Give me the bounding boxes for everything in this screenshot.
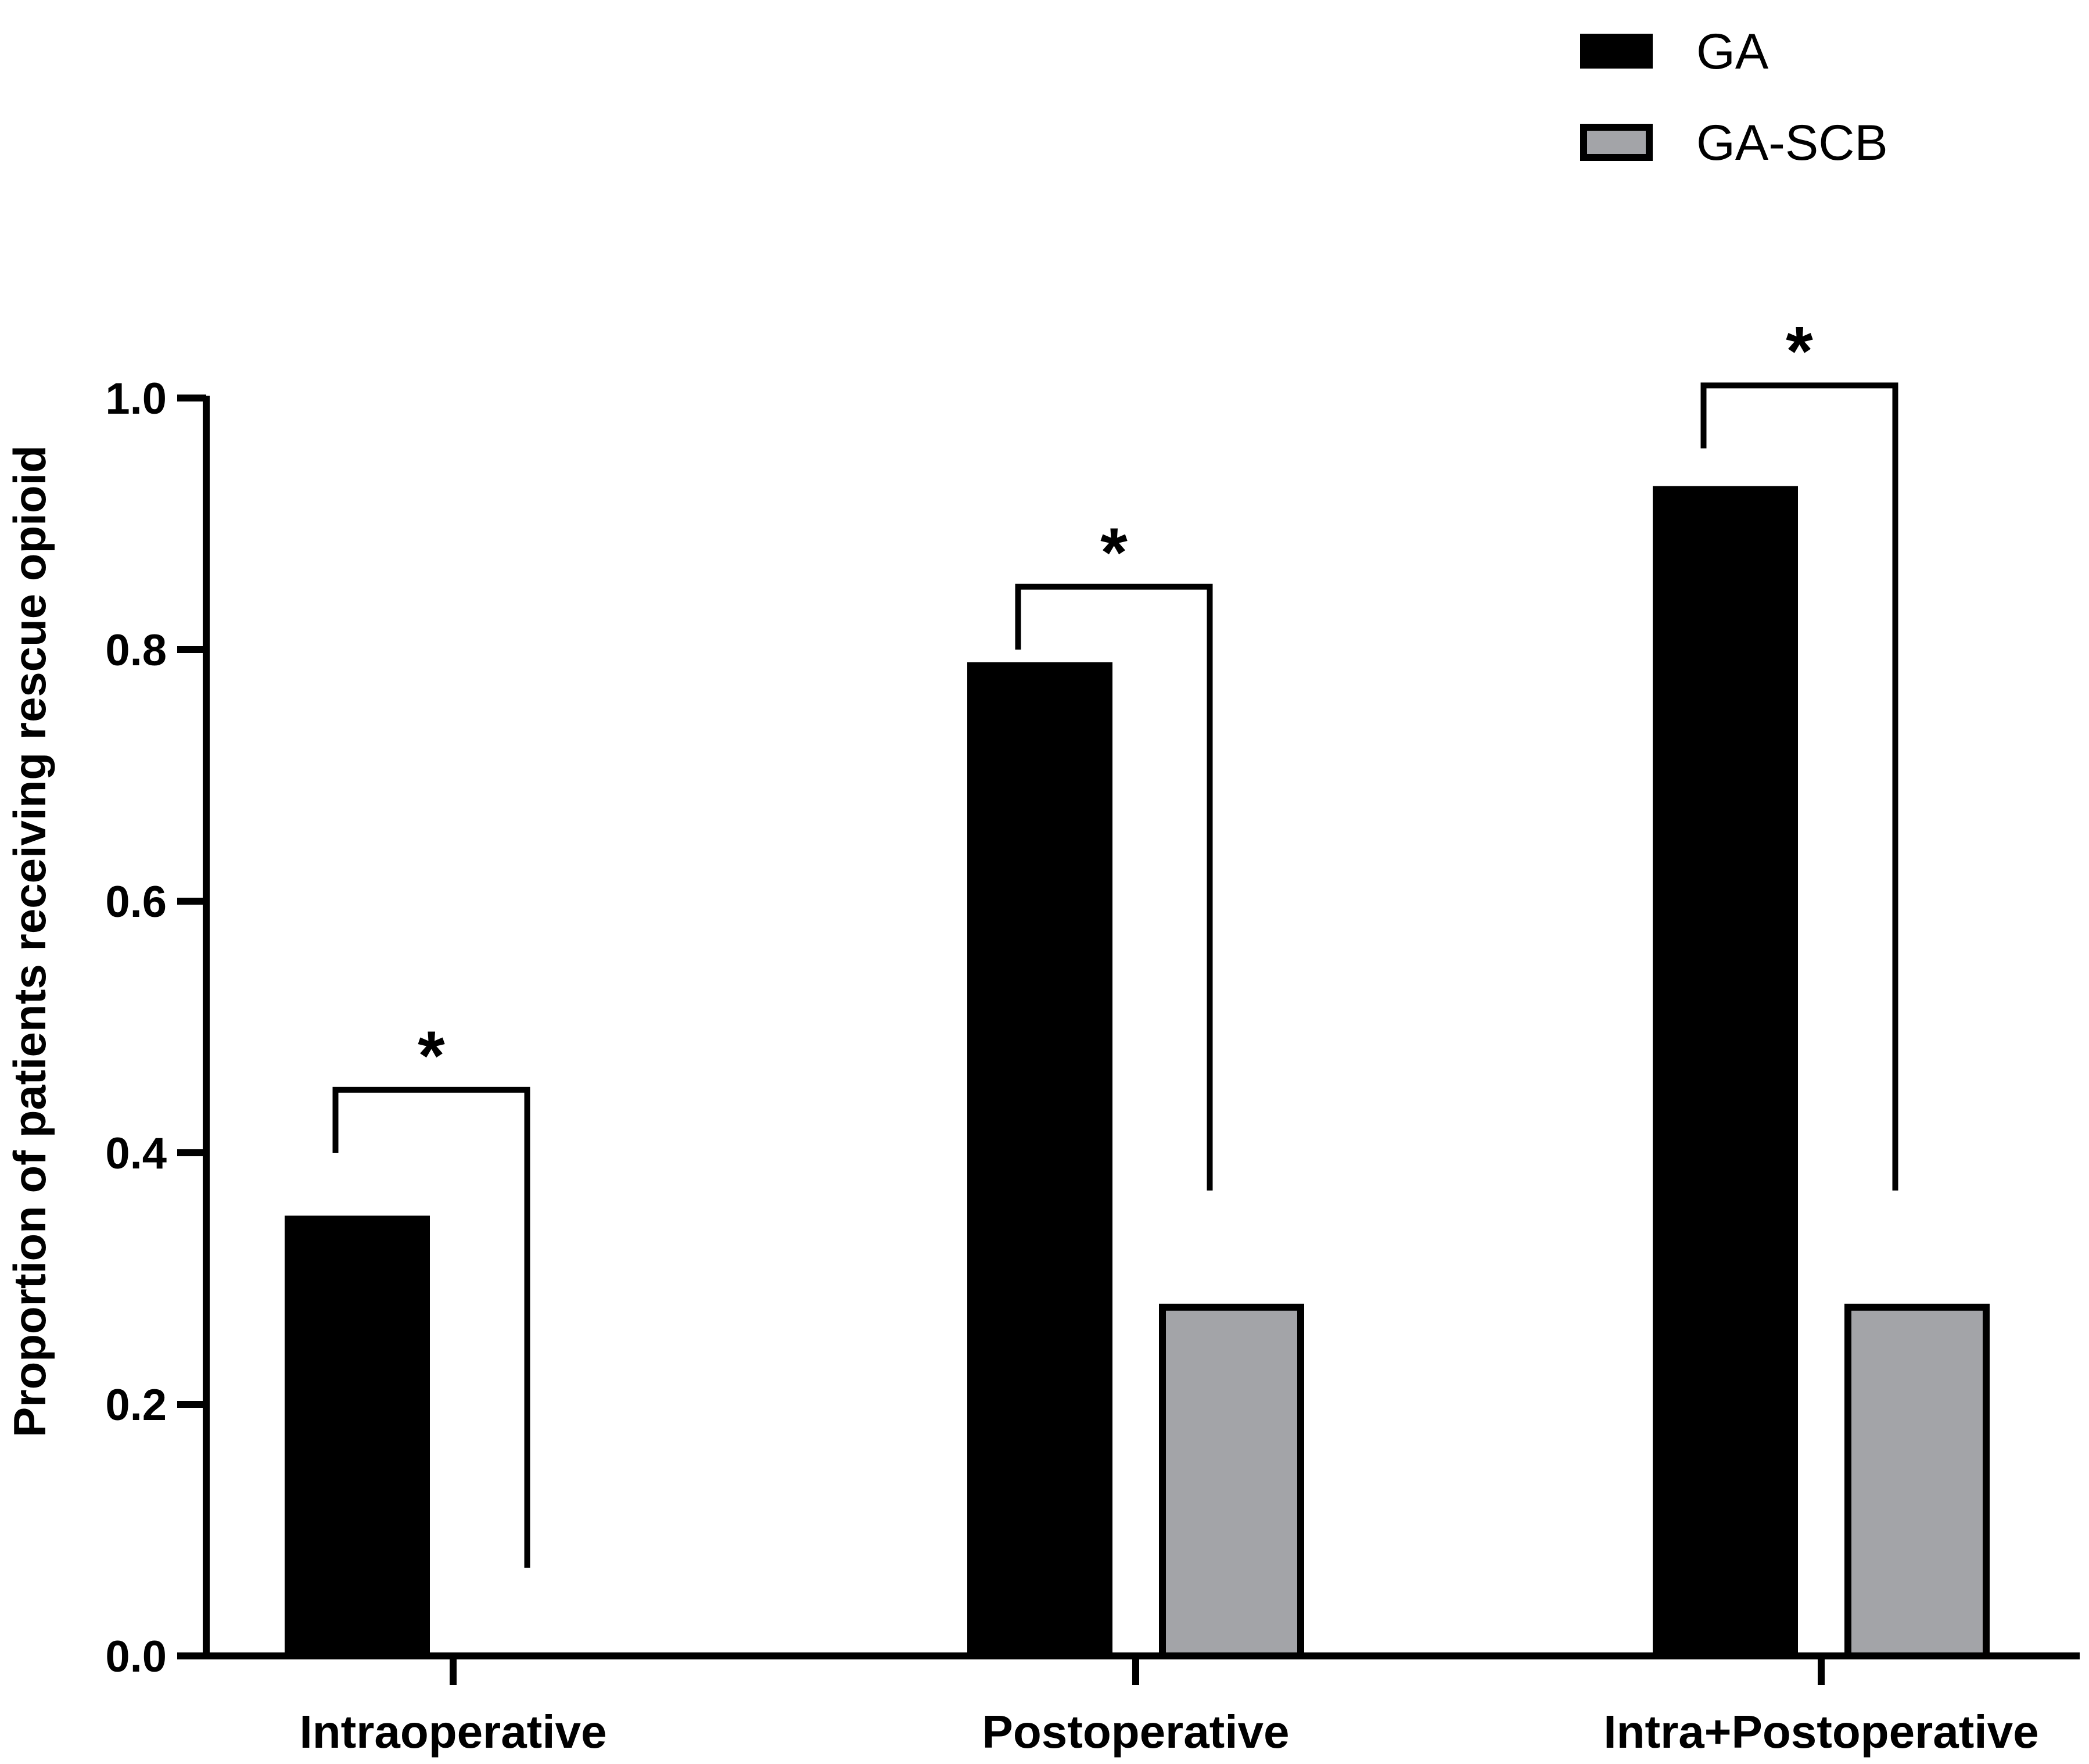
y-tick-label: 0.0 [105, 1632, 167, 1681]
significance-bracket [332, 1087, 530, 1568]
bar-ga [967, 662, 1112, 1656]
significance-bracket [1700, 382, 1898, 1191]
significance-star: * [418, 1017, 445, 1095]
legend-swatch-ga-scb [1580, 124, 1653, 161]
legend: GA GA-SCB [1580, 24, 1888, 171]
legend-label: GA [1696, 24, 1769, 80]
legend-label: GA-SCB [1696, 115, 1888, 171]
y-tick-label: 1.0 [105, 374, 167, 424]
significance-bracket [1015, 583, 1213, 1191]
y-axis-label: Proportion of patients receiving rescue … [4, 445, 55, 1437]
bar-ga-scb [1844, 1303, 1990, 1660]
y-tick-label: 0.6 [105, 877, 167, 927]
bar-ga [1653, 486, 1798, 1656]
x-tick-label: Intra+Postoperative [1603, 1706, 2038, 1758]
y-tick-label: 0.2 [105, 1381, 167, 1430]
significance-star: * [1100, 514, 1128, 591]
y-tick-label: 0.8 [105, 626, 167, 675]
legend-swatch-ga [1580, 34, 1653, 69]
x-tick-label: Intraoperative [299, 1706, 606, 1758]
axes: 0.0 0.2 0.4 0.6 0.8 1.0 Intraoperative Postoper… [105, 374, 2080, 1758]
y-tick-label: 0.4 [105, 1129, 167, 1178]
significance-brackets: * * * [332, 312, 1898, 1568]
bar-ga-scb [1159, 1303, 1304, 1660]
significance-star: * [1786, 312, 1813, 390]
bar-ga [285, 1216, 430, 1656]
bars [285, 486, 1990, 1660]
x-tick-label: Postoperative [982, 1706, 1289, 1758]
